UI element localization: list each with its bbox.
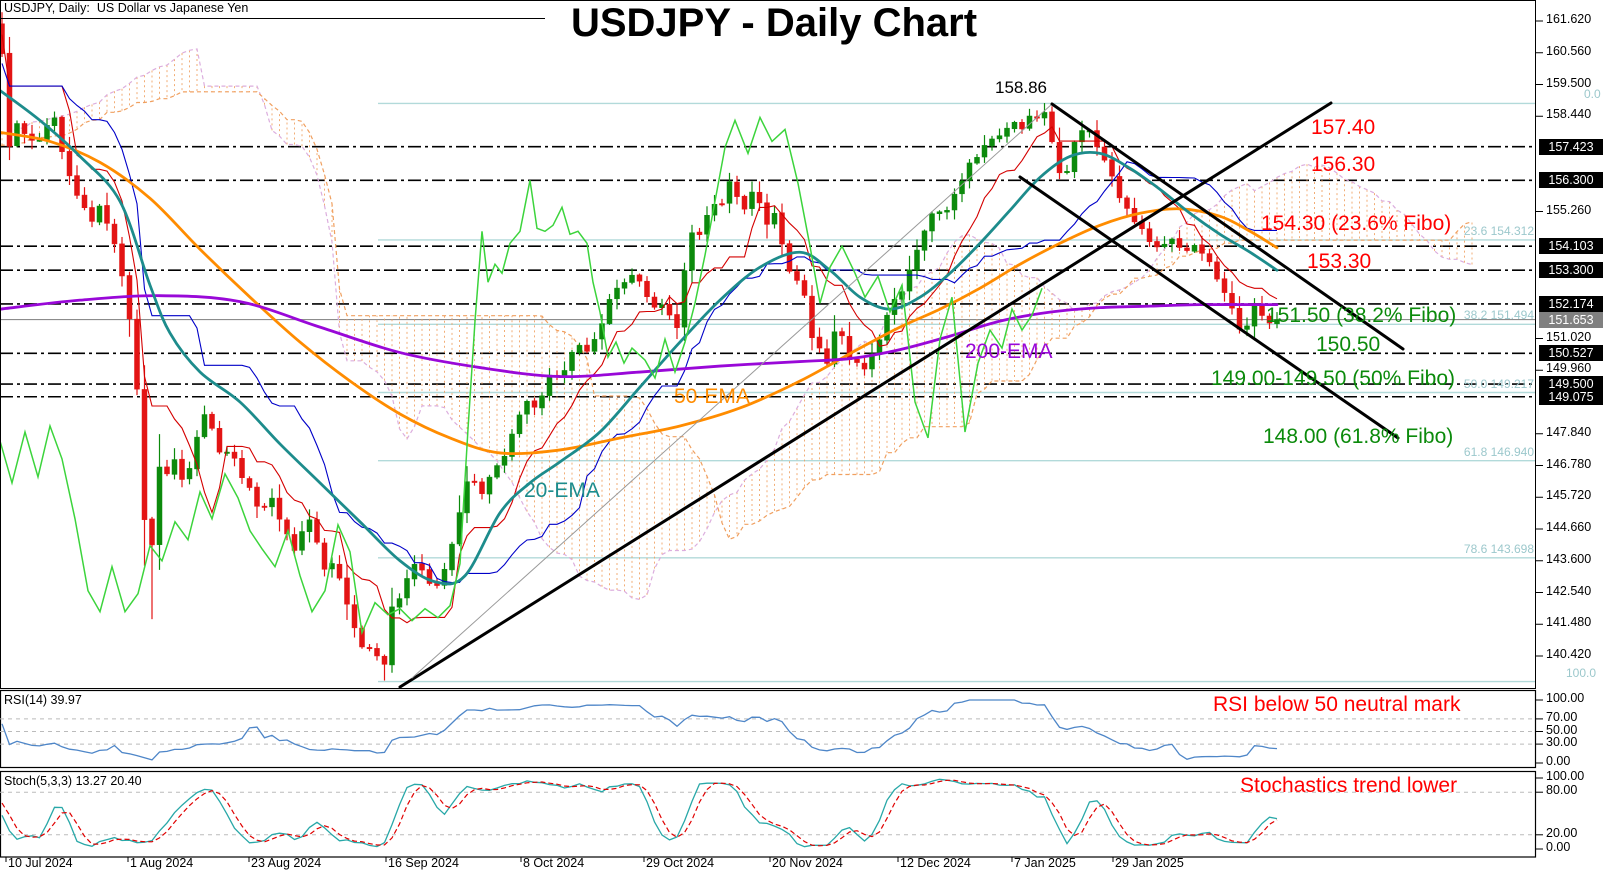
- 50-ema-label: 50-EMA: [674, 385, 750, 408]
- price-axis-tick: 141.480: [1546, 615, 1592, 630]
- resistance-153-30: 153.30: [1307, 250, 1372, 273]
- resistance-157-40: 157.40: [1311, 116, 1376, 139]
- price-axis-tick: 145.720: [1546, 488, 1592, 503]
- price-axis-tick: 149.960: [1546, 361, 1592, 376]
- price-axis-tick: 151.020: [1546, 329, 1592, 344]
- price-level-box: 154.103: [1539, 238, 1603, 255]
- price-axis-tick: 161.620: [1546, 12, 1592, 26]
- price-level-box: 152.174: [1539, 295, 1603, 312]
- fibo-level-label: 0.0: [1584, 87, 1601, 102]
- rsi-axis-tick: 30.00: [1546, 735, 1578, 750]
- symbol-header: USDJPY, Daily: US Dollar vs Japanese Yen: [4, 1, 249, 15]
- date-axis-label: 29 Jan 2025: [1115, 856, 1184, 870]
- price-axis-tick: 146.780: [1546, 456, 1592, 471]
- price-axis-tick: 160.560: [1546, 43, 1592, 58]
- price-axis-tick: 143.600: [1546, 551, 1592, 566]
- rsi-indicator-legend: RSI(14) 39.97: [4, 693, 82, 707]
- fibo-level-label: 38.2 151.494: [1463, 308, 1534, 323]
- fibo-level-label: 50.0 149.217: [1463, 376, 1534, 391]
- price-axis-tick: 155.260: [1546, 202, 1592, 217]
- support-150-50: 150.50: [1316, 333, 1381, 356]
- fibo-level-label: 100.0: [1566, 665, 1597, 680]
- resistance-154-30-fibo: 154.30 (23.6% Fibo): [1261, 212, 1452, 235]
- stoch-annotation: Stochastics trend lower: [1240, 774, 1458, 797]
- support-151-50-fibo: 151.50 (38.2% Fibo): [1266, 304, 1457, 327]
- stoch-indicator-legend: Stoch(5,3,3) 13.27 20.40: [4, 774, 142, 788]
- date-axis-label: 1 Aug 2024: [130, 856, 194, 870]
- date-axis-label: 8 Oct 2024: [523, 856, 585, 870]
- current-price-box: 151.653: [1539, 311, 1603, 328]
- price-axis-tick: 158.440: [1546, 107, 1592, 122]
- price-axis-tick: 147.840: [1546, 424, 1592, 439]
- stoch-axis-tick: 80.00: [1546, 783, 1578, 798]
- stoch-axis-tick: 100.00: [1546, 769, 1585, 783]
- rsi-axis-tick: 100.00: [1546, 691, 1585, 705]
- date-axis-label: 7 Jan 2025: [1014, 856, 1076, 870]
- fibo-level-label: 61.8 146.940: [1463, 444, 1534, 459]
- price-axis-tick: 140.420: [1546, 647, 1592, 661]
- rsi-axis-tick: 50.00: [1546, 722, 1578, 737]
- rsi-axis-tick: 70.00: [1546, 709, 1578, 724]
- fibo-level-label: 78.6 143.698: [1463, 541, 1534, 556]
- price-level-box: 149.500: [1539, 376, 1603, 393]
- rsi-axis-tick: 0.00: [1546, 754, 1571, 768]
- date-axis-label: 12 Dec 2024: [900, 856, 971, 870]
- peak-price-label: 158.86: [995, 78, 1047, 97]
- resistance-156-30: 156.30: [1311, 153, 1376, 176]
- fibo-level-label: 23.6 154.312: [1463, 223, 1534, 238]
- 200-ema-label: 200-EMA: [965, 340, 1053, 363]
- stoch-axis-tick: 0.00: [1546, 840, 1571, 854]
- price-axis-tick: 142.540: [1546, 583, 1592, 598]
- 20-ema-label: 20-EMA: [524, 479, 600, 502]
- price-level-box: 149.075: [1539, 388, 1603, 405]
- price-level-box: 153.300: [1539, 262, 1603, 279]
- price-axis-tick: 144.660: [1546, 520, 1592, 534]
- price-level-box: 150.527: [1539, 345, 1603, 362]
- price-axis-tick: 159.500: [1546, 75, 1592, 90]
- date-axis-label: 23 Aug 2024: [251, 856, 322, 870]
- date-axis-label: 29 Oct 2024: [646, 856, 715, 870]
- price-level-box: 156.300: [1539, 172, 1603, 189]
- rsi-annotation: RSI below 50 neutral mark: [1213, 693, 1461, 716]
- stoch-axis-tick: 20.00: [1546, 825, 1578, 840]
- support-148-00-fibo: 148.00 (61.8% Fibo): [1263, 425, 1454, 448]
- date-axis-label: 16 Sep 2024: [388, 856, 459, 870]
- date-axis-label: 20 Nov 2024: [772, 856, 843, 870]
- date-axis-label: 10 Jul 2024: [8, 856, 73, 870]
- chart-title: USDJPY - Daily Chart: [570, 1, 978, 45]
- price-level-box: 157.423: [1539, 138, 1603, 155]
- support-149-00-fibo: 149.00-149.50 (50% Fibo): [1211, 367, 1455, 390]
